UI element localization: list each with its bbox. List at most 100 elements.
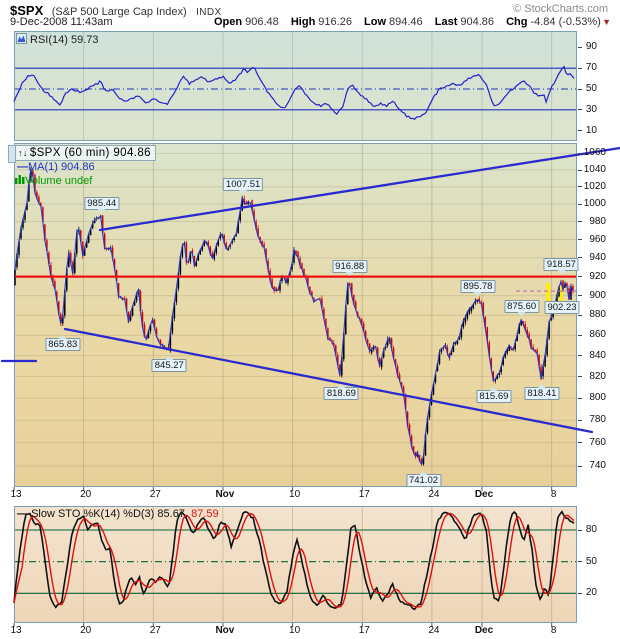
x-axis-label: Dec	[474, 489, 494, 500]
y-tick-label: 1020	[583, 180, 606, 192]
quote-line: 9-Dec-2008 11:43am Open 906.48 High 916.26…	[10, 16, 614, 30]
rsi-legend-label: RSI(14) 59.73	[30, 34, 99, 46]
price-legend: ↑↓ $SPX (60 min) 904.86	[15, 145, 156, 161]
y-tick-mark	[578, 529, 582, 531]
price-panel	[14, 143, 577, 487]
y-tick-mark	[578, 465, 582, 467]
rsi-chart-icon	[16, 33, 27, 47]
y-tick-mark	[578, 257, 582, 259]
x-axis-label: 10	[289, 625, 301, 636]
y-tick-mark	[578, 67, 582, 69]
y-tick-label: 980	[589, 215, 606, 227]
x-axis-label: 17	[358, 625, 370, 636]
chg-label: Chg	[506, 16, 528, 28]
y-tick-label: 50	[585, 83, 597, 94]
price-flag: 902.23	[544, 301, 580, 314]
x-axis-label: 20	[80, 489, 92, 500]
rsi-legend: RSI(14) 59.73	[16, 33, 98, 47]
x-axis-label: 10	[289, 489, 301, 500]
high-label: High	[290, 16, 316, 28]
y-tick-label: 50	[585, 555, 597, 567]
y-tick-mark	[578, 46, 582, 48]
price-flag: 985.44	[84, 196, 120, 213]
symbol-exchange: INDX	[196, 7, 222, 18]
last-value: 904.86	[460, 16, 495, 28]
ma-legend-label: MA(1) 904.86	[28, 161, 95, 173]
x-axis-label: Dec	[474, 625, 494, 636]
y-tick-label: 70	[585, 62, 597, 74]
price-flag: 875.60	[504, 299, 540, 316]
y-tick-label: 840	[589, 349, 606, 361]
y-tick-mark	[578, 314, 582, 316]
x-axis-label: 8	[550, 625, 557, 636]
y-tick-label: 80	[585, 524, 597, 535]
rsi-panel	[14, 31, 577, 141]
y-tick-label: 820	[589, 370, 606, 382]
x-axis-label: 24	[428, 489, 440, 500]
open-label: Open	[214, 16, 243, 28]
y-tick-label: 10	[585, 124, 597, 136]
price-flag: 845.27	[151, 356, 187, 373]
open-value: 906.48	[245, 16, 279, 28]
sto-dash-icon: —	[17, 508, 32, 520]
x-axis-label: Nov	[215, 625, 235, 636]
price-flag: 865.83	[45, 335, 81, 352]
y-tick-label: 860	[589, 329, 606, 341]
y-tick-label: 960	[589, 233, 606, 245]
y-tick-mark	[578, 130, 582, 132]
x-axis-label: 8	[550, 489, 557, 500]
timestamp: 9-Dec-2008 11:43am	[10, 16, 113, 28]
y-tick-label: 1040	[583, 164, 606, 175]
price-flag: 916.88	[332, 259, 368, 276]
change-down-triangle-icon[interactable]: ▼	[602, 17, 611, 27]
price-flag: 741.02	[405, 470, 442, 487]
y-tick-mark	[578, 561, 582, 563]
y-tick-mark	[578, 109, 582, 111]
symbol-name: (S&P 500 Large Cap Index)	[51, 6, 187, 18]
x-axis-label: 17	[358, 489, 370, 500]
y-tick-label: 1060	[583, 147, 606, 159]
symbol-ticker: $SPX	[10, 3, 44, 18]
sto-legend-label: Slow STO %K(14) %D(3)	[31, 508, 155, 520]
y-tick-mark	[578, 88, 582, 90]
x-axis-label: 24	[428, 625, 440, 636]
volume-bars-icon	[15, 175, 25, 187]
ma-dash-icon: —	[17, 161, 28, 173]
x-axis-label: 20	[80, 625, 92, 636]
y-tick-label: 20	[585, 587, 597, 599]
y-tick-label: 780	[589, 414, 606, 426]
y-tick-label: 800	[589, 392, 606, 404]
sto-legend: — Slow STO %K(14) %D(3) 85.67, 87.59	[17, 508, 219, 520]
price-flag: 918.57	[543, 258, 579, 274]
y-tick-mark	[578, 276, 582, 278]
x-axis-label: 27	[149, 489, 161, 500]
y-tick-label: 880	[589, 309, 606, 321]
volume-legend: Volume undef	[15, 174, 92, 187]
y-tick-label: 920	[589, 270, 606, 282]
y-tick-label: 1000	[583, 198, 606, 210]
y-tick-mark	[578, 592, 582, 594]
low-value: 894.46	[389, 16, 423, 28]
price-flag: 895.78	[460, 279, 496, 296]
price-flag: 815.69	[476, 387, 512, 404]
price-flag: 1007.51	[222, 177, 264, 194]
x-axis-label: Nov	[215, 489, 235, 500]
y-tick-mark	[578, 442, 582, 444]
chart-header: $SPX (S&P 500 Large Cap Index) INDX © St…	[10, 2, 610, 18]
y-tick-label: 760	[589, 436, 606, 448]
y-tick-label: 900	[589, 289, 606, 301]
y-tick-label: 90	[585, 41, 597, 53]
x-axis-label: 13	[10, 489, 22, 500]
x-axis-label: 13	[10, 625, 22, 636]
volume-legend-label: Volume undef	[25, 175, 93, 187]
chg-value: -4.84 (-0.53%)	[530, 16, 601, 28]
ma-legend: —MA(1) 904.86	[17, 161, 95, 173]
y-tick-mark	[578, 239, 582, 241]
last-label: Last	[434, 16, 458, 28]
low-label: Low	[364, 16, 387, 28]
price-flag: 818.69	[323, 384, 359, 401]
sto-k-value: 85.67,	[157, 508, 188, 520]
high-value: 916.26	[318, 16, 352, 28]
y-tick-mark	[578, 295, 582, 297]
